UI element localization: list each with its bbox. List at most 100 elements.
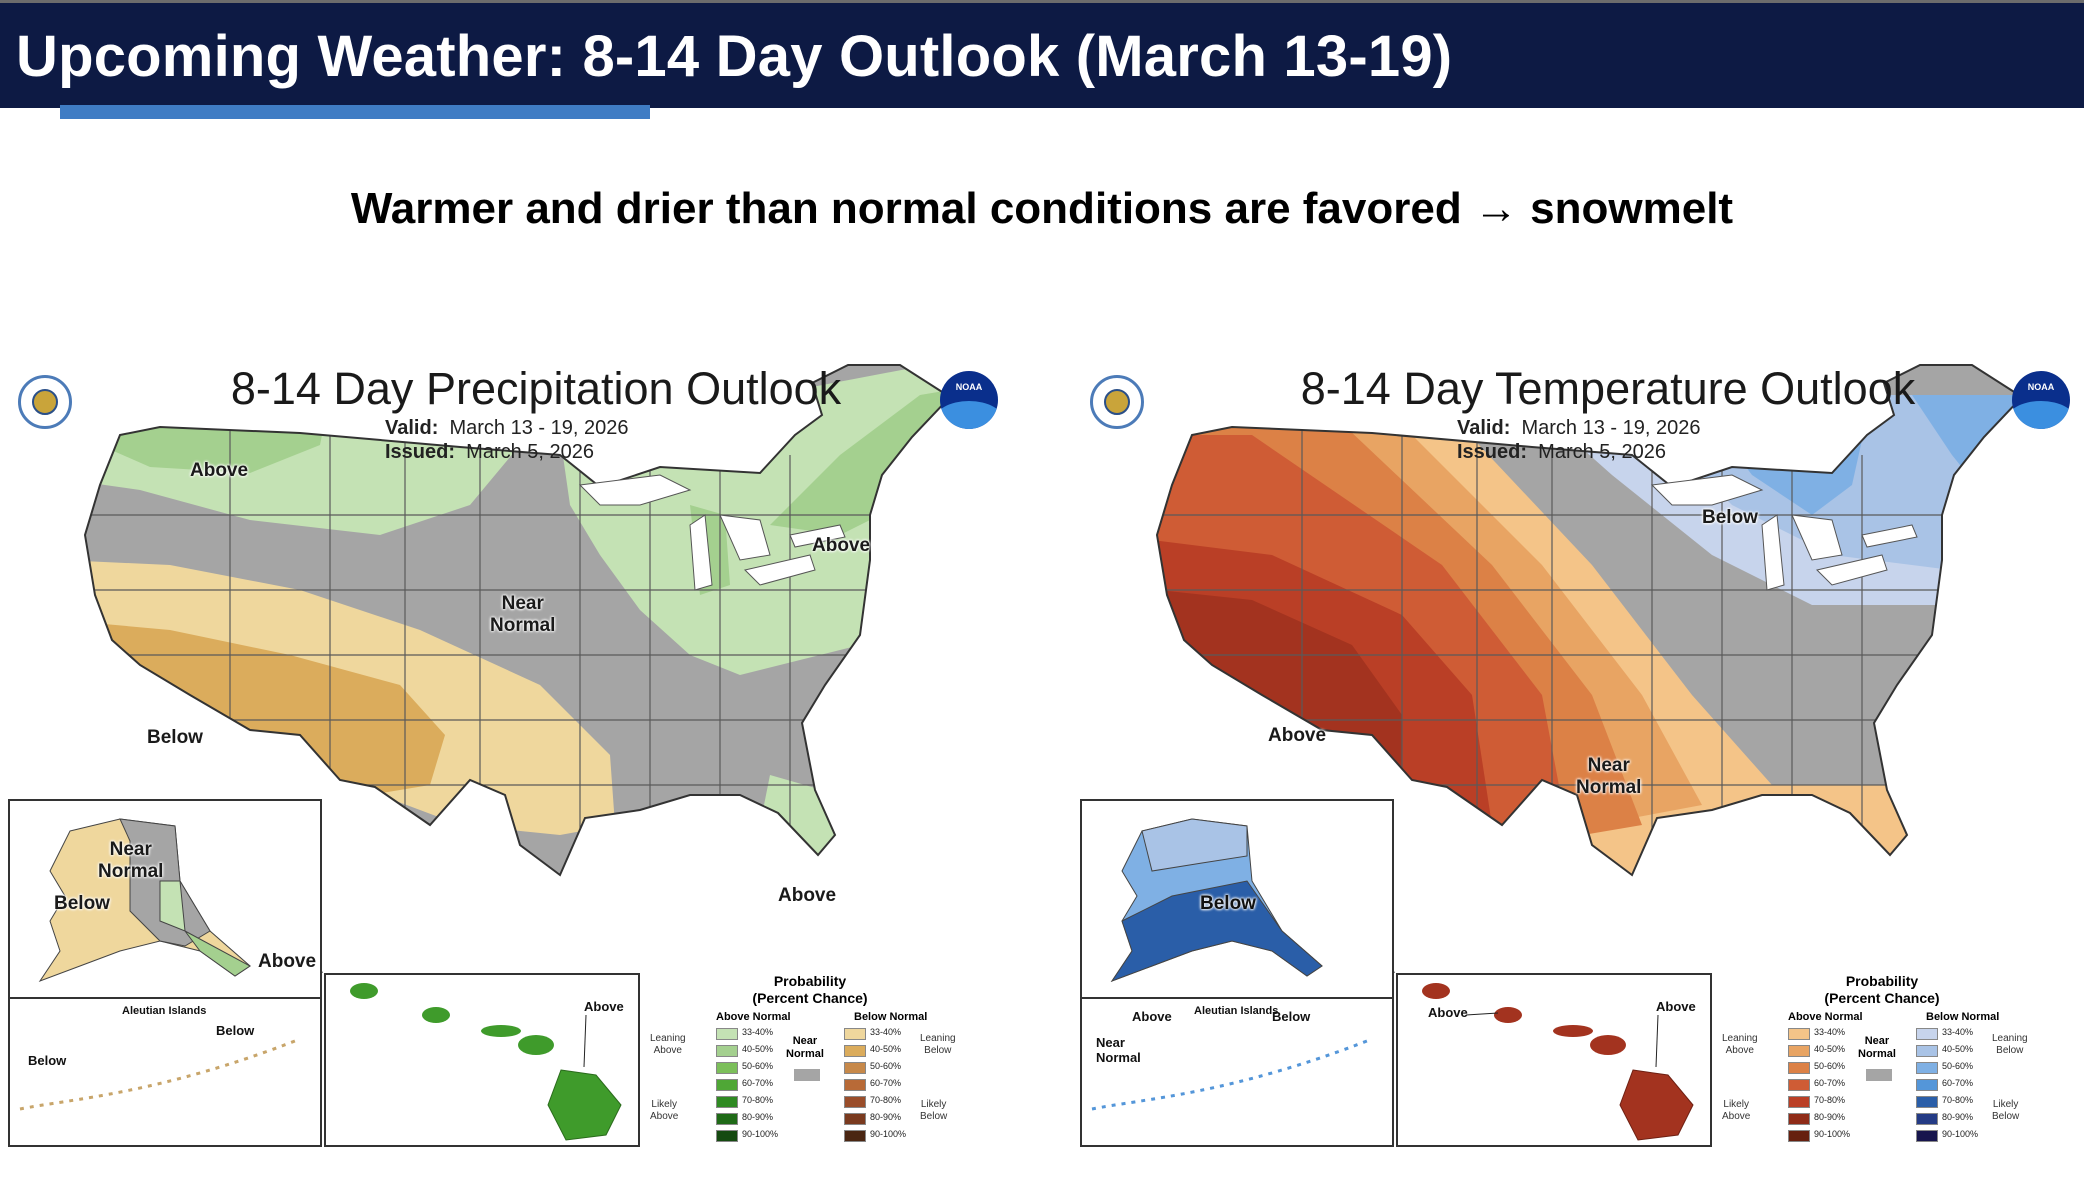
temp-legend-above-row: 70-80% xyxy=(1788,1095,1888,1109)
precip-legend-swatch xyxy=(844,1130,866,1142)
temp-alaska-graphic xyxy=(1110,818,1323,983)
title-accent-bar xyxy=(60,105,650,119)
precip-hawaii-graphic xyxy=(350,983,622,1141)
header-bar: Upcoming Weather: 8-14 Day Outlook (Marc… xyxy=(0,0,2084,119)
precip-below-core xyxy=(85,620,445,795)
temp-legend-below-row: 70-80% xyxy=(1916,1095,2016,1109)
precipitation-map-graphic xyxy=(83,364,952,974)
temp-legend-below-title: Below Normal xyxy=(1926,1011,2000,1023)
temp-legend-leaning-below: Leaning Below xyxy=(1992,1033,2028,1056)
precip-legend-swatch xyxy=(716,1096,738,1108)
precip-issued-value: March 5, 2026 xyxy=(466,441,595,463)
temp-legend-bin-label: 70-80% xyxy=(1814,1095,1846,1105)
temp-ak-label-below: Below xyxy=(1200,893,1256,914)
precip-legend-above-row: 40-50% xyxy=(716,1044,816,1058)
slide-subtitle: Warmer and drier than normal conditions … xyxy=(350,184,1734,233)
precip-valid-label: Valid: xyxy=(385,417,439,439)
temp-legend-likely-above: Likely Above xyxy=(1722,1099,1751,1122)
precip-label-above-ne: Above xyxy=(812,535,871,556)
temp-legend-heading: Probability (Percent Chance) xyxy=(1824,973,1940,1006)
precip-legend-swatch xyxy=(716,1113,738,1125)
precip-ak-label-below: Below xyxy=(54,893,110,914)
precip-legend-swatch xyxy=(844,1062,866,1074)
temp-issued-value: March 5, 2026 xyxy=(1538,441,1667,463)
temp-legend-bin-label: 50-60% xyxy=(1814,1061,1846,1071)
temp-legend-swatch xyxy=(1788,1045,1810,1057)
precip-legend-swatch xyxy=(716,1062,738,1074)
precip-legend-swatch xyxy=(716,1045,738,1057)
precip-aleutian-below-e: Below xyxy=(216,1023,255,1038)
precip-legend-bin-label: 50-60% xyxy=(742,1061,774,1071)
temp-legend-bin-label: 33-40% xyxy=(1942,1027,1974,1037)
precip-legend-bin-label: 50-60% xyxy=(870,1061,902,1071)
temp-label-near-normal: Near Normal xyxy=(1576,755,1642,798)
precip-aleutian-inset: Aleutian Islands Below Below xyxy=(8,997,322,1147)
precip-state-lines xyxy=(85,415,900,875)
temp-legend-below-row: 40-50% xyxy=(1916,1044,2016,1058)
precip-aleutian-title: Aleutian Islands xyxy=(122,1005,207,1017)
precip-legend-swatch xyxy=(844,1113,866,1125)
precip-alaska-graphic xyxy=(38,818,251,983)
precip-label-near-normal: Near Normal xyxy=(490,593,556,636)
temp-legend-above-row: 80-90% xyxy=(1788,1112,1888,1126)
precip-ak-label-above: Above xyxy=(258,951,317,972)
precip-aleutian-below-w: Below xyxy=(28,1053,67,1068)
temp-aleutian-title: Aleutian Islands xyxy=(1194,1005,1279,1017)
precip-label-below-sw: Below xyxy=(147,727,203,748)
temp-legend-bin-label: 90-100% xyxy=(1942,1129,1979,1139)
temperature-map-graphic xyxy=(1155,364,2024,974)
temp-legend-below-row: 80-90% xyxy=(1916,1112,2016,1126)
precip-legend-heading: Probability (Percent Chance) xyxy=(752,973,868,1006)
precip-label-above-fl: Above xyxy=(778,885,837,906)
precip-legend-likely-below: Likely Below xyxy=(920,1099,948,1122)
precip-legend-swatch xyxy=(716,1079,738,1091)
precip-legend-above-row: 80-90% xyxy=(716,1112,816,1126)
temp-legend-bin-label: 50-60% xyxy=(1942,1061,1974,1071)
temp-valid-line: Valid: March 13 - 19, 2026 xyxy=(1457,417,1700,440)
temp-state-lines xyxy=(1157,415,1972,875)
precip-legend-near-label: Near Normal xyxy=(786,1035,824,1060)
temp-us-outline xyxy=(1155,364,2024,877)
temp-legend-swatch xyxy=(1916,1028,1938,1040)
temp-legend-swatch xyxy=(1788,1028,1810,1040)
precip-legend-below-row: 80-90% xyxy=(844,1112,944,1126)
precip-great-lakes xyxy=(578,474,846,591)
precip-valid-line: Valid: March 13 - 19, 2026 xyxy=(385,417,628,440)
precip-hawaii-inset: Above xyxy=(324,973,640,1147)
temp-legend-bin-label: 40-50% xyxy=(1814,1044,1846,1054)
precip-legend-below-row: 50-60% xyxy=(844,1061,944,1075)
precip-legend-below-row: 70-80% xyxy=(844,1095,944,1109)
temp-great-lakes xyxy=(1650,474,1918,591)
precip-legend-bin-label: 60-70% xyxy=(742,1078,774,1088)
precip-map-title: 8-14 Day Precipitation Outlook xyxy=(230,363,842,414)
temp-legend-swatch xyxy=(1788,1130,1810,1142)
precip-legend-bin-label: 90-100% xyxy=(870,1129,907,1139)
temp-alaska-inset: Below xyxy=(1080,799,1394,999)
temp-issued-line: Issued: March 5, 2026 xyxy=(1457,441,1666,464)
precip-us-outline xyxy=(83,364,952,877)
precip-legend-below-row: 33-40% xyxy=(844,1027,944,1041)
temp-legend-below-row: 60-70% xyxy=(1916,1078,2016,1092)
temp-legend-swatch xyxy=(1916,1096,1938,1108)
precip-legend-bin-label: 60-70% xyxy=(870,1078,902,1088)
temp-legend-swatch xyxy=(1916,1130,1938,1142)
temp-legend-swatch xyxy=(1916,1113,1938,1125)
precip-legend-below-title: Below Normal xyxy=(854,1011,928,1023)
precip-legend-swatch xyxy=(844,1096,866,1108)
temp-hi-label-above-w: Above xyxy=(1428,1005,1468,1020)
temp-aleutian-below: Below xyxy=(1272,1009,1311,1024)
temp-legend: Probability (Percent Chance) Above Norma… xyxy=(1722,973,2042,1153)
temp-legend-above-row: 33-40% xyxy=(1788,1027,1888,1041)
precip-legend-above-title: Above Normal xyxy=(716,1011,791,1023)
precip-legend-below-row: 40-50% xyxy=(844,1044,944,1058)
precip-legend-bin-label: 40-50% xyxy=(742,1044,774,1054)
precip-legend-below-row: 90-100% xyxy=(844,1129,944,1143)
precip-legend-above-row: 33-40% xyxy=(716,1027,816,1041)
precip-legend-below-row: 60-70% xyxy=(844,1078,944,1092)
temp-hawaii-graphic xyxy=(1422,983,1694,1141)
temp-legend-swatch xyxy=(1788,1096,1810,1108)
temp-legend-bin-label: 33-40% xyxy=(1814,1027,1846,1037)
temp-legend-bin-label: 80-90% xyxy=(1814,1112,1846,1122)
precip-legend-bin-label: 40-50% xyxy=(870,1044,902,1054)
precip-legend-swatch xyxy=(844,1045,866,1057)
